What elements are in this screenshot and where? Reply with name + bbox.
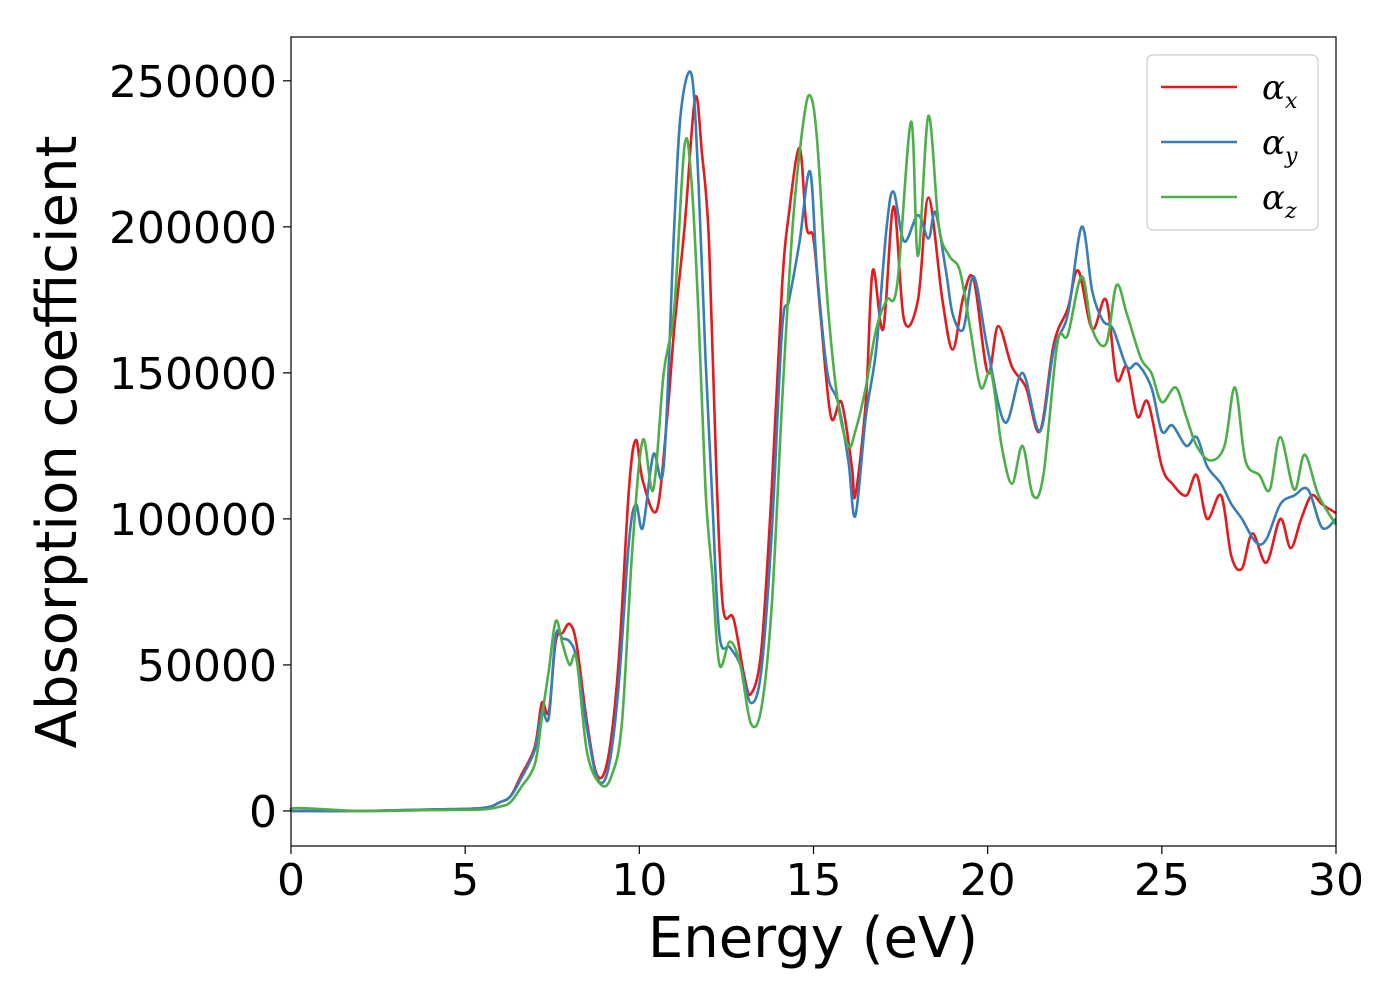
x-axis-title: Energy (eV) [648, 906, 978, 971]
legend-label-x: αx [1262, 68, 1298, 114]
y-tick-label: 0 [249, 787, 277, 838]
series-line-y [290, 70, 1337, 813]
x-tick-label: 30 [1308, 855, 1364, 906]
y-tick-label: 200000 [109, 203, 277, 254]
y-tick-label: 50000 [137, 641, 277, 692]
x-tick-label: 0 [277, 855, 305, 906]
x-tick-label: 20 [960, 855, 1016, 906]
legend-label-z: αz [1262, 178, 1297, 224]
y-axis-ticks: 0 50000 100000 150000 200000 250000 [109, 57, 291, 838]
y-tick-label: 250000 [109, 57, 277, 108]
series-layer [289, 70, 1338, 813]
x-tick-label: 5 [451, 855, 479, 906]
legend: αx αy αz [1146, 54, 1319, 231]
x-axis-ticks: 0 5 10 15 20 25 30 [277, 846, 1364, 906]
x-tick-label: 25 [1134, 855, 1190, 906]
series-line-z [289, 93, 1338, 813]
x-tick-label: 10 [611, 855, 667, 906]
y-tick-label: 150000 [109, 349, 277, 400]
x-tick-label: 15 [786, 855, 842, 906]
legend-label-y: αy [1262, 123, 1298, 169]
series-line-x [290, 94, 1337, 813]
y-axis-title: Absorption coefficient [25, 136, 90, 749]
y-tick-label: 100000 [109, 495, 277, 546]
